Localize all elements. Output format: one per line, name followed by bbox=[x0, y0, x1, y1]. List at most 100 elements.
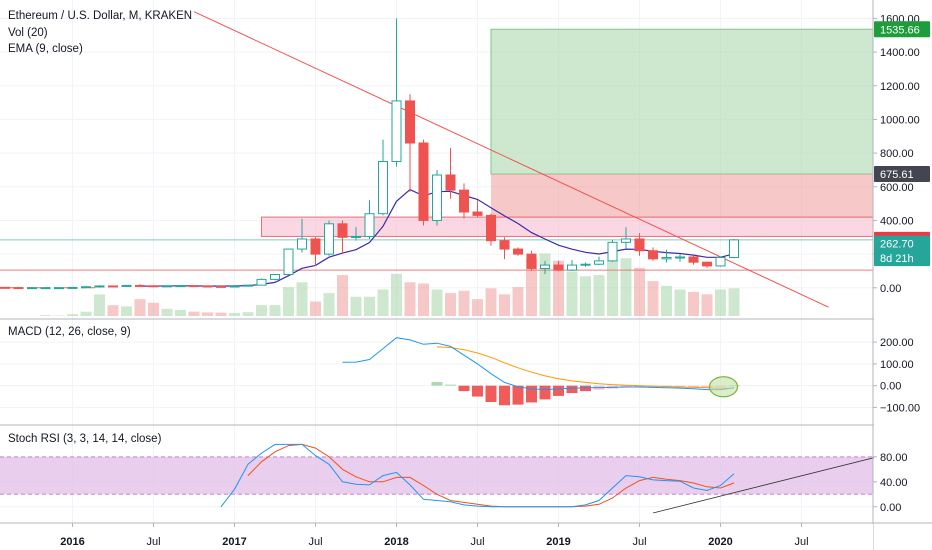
stoch-group bbox=[0, 443, 873, 508]
macd-group bbox=[342, 337, 740, 406]
date-axis-label: Jul bbox=[146, 536, 160, 548]
candles-layer bbox=[0, 18, 739, 290]
candle-body bbox=[94, 285, 105, 288]
candle bbox=[81, 286, 91, 289]
candle bbox=[472, 200, 483, 218]
candle-body bbox=[162, 285, 172, 288]
candles-group bbox=[0, 18, 739, 290]
candle-body bbox=[702, 261, 712, 267]
macd-hist-bar bbox=[580, 385, 591, 392]
macd-hist-bar bbox=[688, 385, 699, 387]
macd-hist-bar bbox=[458, 385, 470, 392]
zones-layer bbox=[261, 28, 873, 237]
macd-axis-label: 100.00 bbox=[880, 359, 914, 371]
candle bbox=[526, 250, 537, 271]
volume-bar bbox=[296, 282, 308, 316]
candle bbox=[229, 285, 240, 288]
indicators-layer bbox=[0, 337, 932, 514]
candle bbox=[513, 247, 523, 256]
candle-body bbox=[0, 286, 10, 289]
legend-stoch-rsi[interactable]: Stoch RSI (3, 3, 14, 14, close) bbox=[8, 433, 162, 445]
volume-bar bbox=[674, 289, 686, 316]
candle bbox=[607, 239, 618, 262]
candle-body bbox=[297, 238, 307, 250]
volume-bar bbox=[391, 273, 402, 316]
candle bbox=[310, 237, 321, 266]
volume-bar bbox=[94, 294, 105, 316]
candle-body bbox=[364, 213, 375, 237]
legend-layer[interactable]: Ethereum / U.S. Dollar, M, KRAKEN Vol (20… bbox=[8, 10, 192, 445]
candle bbox=[580, 262, 591, 267]
candle bbox=[405, 94, 415, 192]
candle bbox=[324, 220, 334, 256]
candle bbox=[297, 218, 307, 253]
candle bbox=[148, 285, 159, 288]
volume-bar bbox=[175, 309, 186, 316]
candle-body bbox=[499, 240, 510, 250]
candle bbox=[540, 260, 550, 274]
volume-bar bbox=[229, 312, 240, 316]
volume-bar bbox=[431, 289, 443, 316]
volume-bar bbox=[458, 290, 470, 316]
candle bbox=[283, 248, 294, 275]
candle bbox=[256, 278, 267, 286]
candle bbox=[391, 18, 402, 167]
volume-bar bbox=[310, 301, 321, 316]
price-tag-label: 1535.66 bbox=[880, 24, 920, 36]
volume-layer bbox=[40, 253, 740, 316]
volume-bar bbox=[445, 293, 456, 316]
volume-bar bbox=[553, 260, 564, 316]
volume-bar bbox=[499, 294, 510, 316]
macd-signal-line bbox=[436, 346, 734, 389]
candle-body bbox=[445, 174, 456, 191]
candle bbox=[702, 261, 712, 268]
candle-body bbox=[40, 287, 51, 290]
macd-axis-label: −100.00 bbox=[880, 402, 920, 414]
price-axis-label: 1000.00 bbox=[880, 114, 920, 126]
candle-body bbox=[310, 238, 321, 255]
candle-body bbox=[729, 239, 739, 258]
candle-body bbox=[621, 238, 631, 243]
legend-volume[interactable]: Vol (20) bbox=[8, 27, 48, 39]
candle-body bbox=[283, 248, 294, 275]
candle bbox=[621, 227, 631, 249]
volume-bar bbox=[337, 275, 348, 316]
stoch-axis-label: 0.00 bbox=[880, 502, 901, 514]
macd-hist-bar bbox=[472, 385, 483, 397]
zone-long-loss bbox=[491, 174, 873, 218]
price-axis-label: 400.00 bbox=[880, 215, 914, 227]
date-axis-label: Jul bbox=[632, 536, 646, 548]
candle-body bbox=[675, 256, 685, 259]
volume-bar bbox=[364, 296, 375, 316]
date-axis-label: 2019 bbox=[546, 536, 570, 548]
candle bbox=[486, 213, 496, 246]
volume-bar bbox=[580, 276, 591, 316]
volume-bar bbox=[134, 299, 146, 316]
macd-hist-bar bbox=[499, 385, 510, 406]
candle-body bbox=[270, 273, 280, 280]
volume-bar bbox=[323, 293, 335, 316]
stoch-band bbox=[0, 456, 873, 495]
candle-body bbox=[243, 284, 253, 287]
date-axis-label: 2016 bbox=[60, 536, 84, 548]
price-axis-bg bbox=[874, 0, 932, 550]
candle bbox=[0, 286, 10, 289]
stoch-d-line bbox=[247, 443, 735, 508]
candle-body bbox=[351, 235, 361, 238]
candle-body bbox=[108, 285, 118, 288]
candle-body bbox=[324, 223, 334, 255]
candle bbox=[121, 284, 132, 287]
legend-ema[interactable]: EMA (9, close) bbox=[8, 43, 83, 55]
candle bbox=[432, 169, 442, 226]
candle-body bbox=[229, 285, 240, 288]
macd-hist-bar bbox=[445, 384, 456, 386]
volume-bar bbox=[688, 291, 699, 316]
candle bbox=[27, 287, 37, 290]
candle-body bbox=[378, 161, 388, 215]
date-axis-label: 2018 bbox=[384, 536, 408, 548]
candle bbox=[351, 227, 361, 241]
volume-bar bbox=[404, 282, 416, 316]
legend-symbol-title[interactable]: Ethereum / U.S. Dollar, M, KRAKEN bbox=[8, 10, 192, 22]
legend-macd[interactable]: MACD (12, 26, close, 9) bbox=[8, 326, 131, 338]
volume-bar bbox=[715, 289, 726, 316]
